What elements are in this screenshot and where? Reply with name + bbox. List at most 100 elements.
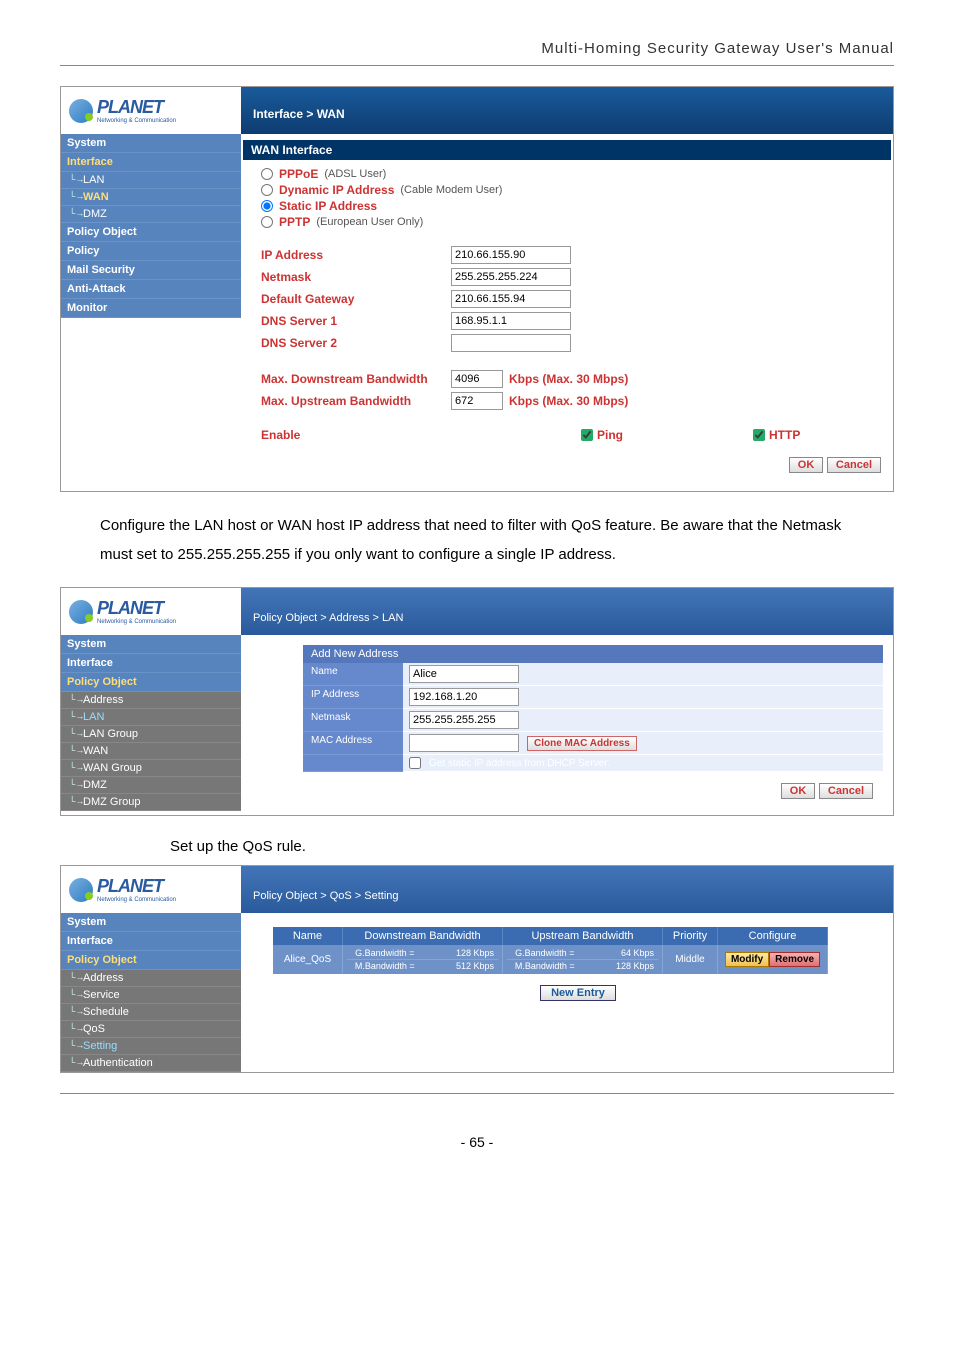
- paragraph-1: Configure the LAN host or WAN host IP ad…: [100, 512, 854, 569]
- addr-cancel-button[interactable]: Cancel: [819, 783, 873, 799]
- doc-header: Multi-Homing Security Gateway User's Man…: [60, 40, 894, 57]
- input-netmask[interactable]: [451, 268, 571, 286]
- label-dns1: DNS Server 1: [261, 314, 451, 328]
- label-pppoe: PPPoE: [279, 167, 318, 181]
- input-gateway[interactable]: [451, 290, 571, 308]
- addr-input-netmask[interactable]: [409, 711, 519, 729]
- ok-button[interactable]: OK: [789, 457, 824, 473]
- sidebar2-wan[interactable]: WAN: [61, 743, 241, 760]
- sidebar3-policy-object[interactable]: Policy Object: [61, 951, 241, 970]
- sidebar: System Interface LAN WAN DMZ Policy Obje…: [61, 134, 241, 491]
- logo-cell-3: PLANETNetworking & Communication: [61, 866, 241, 913]
- radio-pppoe[interactable]: [261, 168, 273, 180]
- sidebar2-address[interactable]: Address: [61, 692, 241, 709]
- label-dynamic: Dynamic IP Address: [279, 183, 394, 197]
- sidebar2-dmz-group[interactable]: DMZ Group: [61, 794, 241, 811]
- input-max-down[interactable]: [451, 370, 503, 388]
- clone-mac-button[interactable]: Clone MAC Address: [527, 736, 637, 751]
- planet-logo-icon: [69, 99, 93, 123]
- screenshot-qos: PLANETNetworking & Communication Policy …: [60, 865, 894, 1073]
- qos-mbw-down-label: M.Bandwidth =: [347, 960, 423, 972]
- sidebar2-lan[interactable]: LAN: [61, 709, 241, 726]
- addr-input-mac[interactable]: [409, 734, 519, 752]
- sidebar-2: System Interface Policy Object Address L…: [61, 635, 241, 815]
- sidebar2-wan-group[interactable]: WAN Group: [61, 760, 241, 777]
- qos-col-configure: Configure: [718, 927, 828, 945]
- addr-label-ip: IP Address: [303, 686, 403, 709]
- sidebar-item-monitor[interactable]: Monitor: [61, 299, 241, 318]
- sidebar2-system[interactable]: System: [61, 635, 241, 654]
- label-http: HTTP: [769, 428, 800, 442]
- sidebar3-qos[interactable]: QoS: [61, 1021, 241, 1038]
- input-dns2[interactable]: [451, 334, 571, 352]
- qos-gbw-down-label: G.Bandwidth =: [347, 947, 423, 959]
- qos-mbw-up-label: M.Bandwidth =: [507, 960, 583, 972]
- addr-input-name[interactable]: [409, 665, 519, 683]
- breadcrumb: Interface > WAN: [241, 87, 893, 134]
- qos-gbw-up-label: G.Bandwidth =: [507, 947, 583, 959]
- input-max-up[interactable]: [451, 392, 503, 410]
- radio-static[interactable]: [261, 200, 273, 212]
- new-entry-button[interactable]: New Entry: [540, 985, 616, 1001]
- input-ip[interactable]: [451, 246, 571, 264]
- sidebar3-system[interactable]: System: [61, 913, 241, 932]
- label-ping: Ping: [597, 428, 623, 442]
- hint-pptp: (European User Only): [316, 216, 423, 228]
- sidebar-item-anti-attack[interactable]: Anti-Attack: [61, 280, 241, 299]
- label-enable: Enable: [261, 428, 451, 442]
- remove-button[interactable]: Remove: [769, 952, 820, 967]
- cancel-button[interactable]: Cancel: [827, 457, 881, 473]
- breadcrumb-2: Policy Object > Address > LAN: [241, 588, 893, 635]
- radio-dynamic[interactable]: [261, 184, 273, 196]
- screenshot-wan: PLANET Networking & Communication Interf…: [60, 86, 894, 492]
- sidebar3-auth[interactable]: Authentication: [61, 1055, 241, 1072]
- breadcrumb-3: Policy Object > QoS > Setting: [241, 866, 893, 913]
- addr-label-name: Name: [303, 663, 403, 686]
- logo-cell: PLANET Networking & Communication: [61, 87, 241, 134]
- sidebar2-interface[interactable]: Interface: [61, 654, 241, 673]
- modify-button[interactable]: Modify: [725, 952, 769, 967]
- check-http[interactable]: [753, 429, 765, 441]
- radio-pptp[interactable]: [261, 216, 273, 228]
- sidebar-sub-dmz[interactable]: DMZ: [61, 206, 241, 223]
- sidebar3-schedule[interactable]: Schedule: [61, 1004, 241, 1021]
- qos-mbw-down-val: 512 Kbps: [423, 960, 499, 972]
- sidebar2-dmz[interactable]: DMZ: [61, 777, 241, 794]
- label-pptp: PPTP: [279, 215, 310, 229]
- sidebar-sub-lan[interactable]: LAN: [61, 172, 241, 189]
- sidebar-item-mail-security[interactable]: Mail Security: [61, 261, 241, 280]
- qos-gbw-up-val: 64 Kbps: [583, 947, 659, 959]
- sidebar3-setting[interactable]: Setting: [61, 1038, 241, 1055]
- qos-cell-name: Alice_QoS: [273, 945, 343, 974]
- logo-brand-2: PLANET: [97, 598, 163, 618]
- sidebar-item-policy-object[interactable]: Policy Object: [61, 223, 241, 242]
- check-ping[interactable]: [581, 429, 593, 441]
- logo-tagline-2: Networking & Communication: [97, 619, 176, 625]
- sidebar3-address[interactable]: Address: [61, 970, 241, 987]
- sidebar2-policy-object[interactable]: Policy Object: [61, 673, 241, 692]
- logo-brand: PLANET: [97, 97, 163, 117]
- sidebar-3: System Interface Policy Object Address S…: [61, 913, 241, 1072]
- sidebar2-lan-group[interactable]: LAN Group: [61, 726, 241, 743]
- sidebar-item-interface[interactable]: Interface: [61, 153, 241, 172]
- addr-input-ip[interactable]: [409, 688, 519, 706]
- screenshot-address: PLANETNetworking & Communication Policy …: [60, 587, 894, 816]
- qos-col-priority: Priority: [663, 927, 718, 945]
- content-wan: WAN Interface PPPoE(ADSL User) Dynamic I…: [241, 134, 893, 491]
- sidebar3-interface[interactable]: Interface: [61, 932, 241, 951]
- qos-gbw-down-val: 128 Kbps: [423, 947, 499, 959]
- label-max-down: Max. Downstream Bandwidth: [261, 372, 451, 386]
- addr-check-dhcp[interactable]: [409, 757, 421, 769]
- sidebar-sub-wan[interactable]: WAN: [61, 189, 241, 206]
- input-dns1[interactable]: [451, 312, 571, 330]
- label-ip: IP Address: [261, 248, 451, 262]
- content-address: Add New Address Name IP Address Netmask …: [241, 635, 893, 815]
- planet-logo-icon-2: [69, 600, 93, 624]
- label-gateway: Default Gateway: [261, 292, 451, 306]
- sidebar3-service[interactable]: Service: [61, 987, 241, 1004]
- addr-label-mac: MAC Address: [303, 732, 403, 755]
- qos-col-down: Downstream Bandwidth: [343, 927, 503, 945]
- addr-ok-button[interactable]: OK: [781, 783, 816, 799]
- sidebar-item-policy[interactable]: Policy: [61, 242, 241, 261]
- sidebar-item-system[interactable]: System: [61, 134, 241, 153]
